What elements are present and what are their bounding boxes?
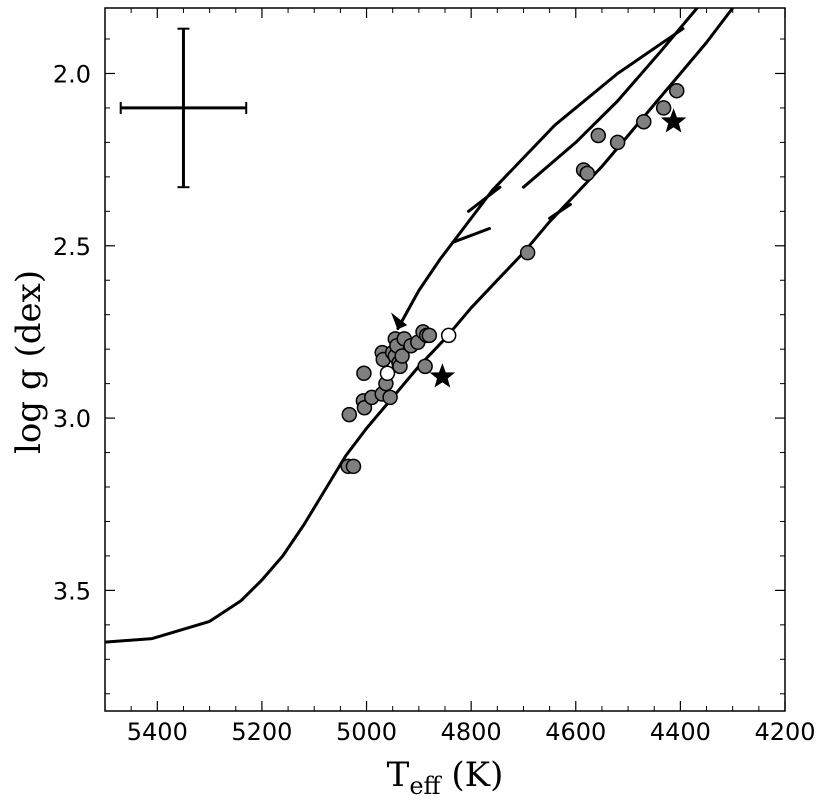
plot-frame (104, 7, 786, 712)
filled-circle-point-1 (341, 406, 358, 423)
filled-circle-point-33 (655, 100, 672, 116)
filled-circle-point-27 (519, 244, 536, 261)
y-tick-label: 2.0 (53, 60, 91, 88)
open-circle-point-2 (440, 327, 457, 344)
open-circle-point-1 (379, 365, 396, 382)
x-tick-label: 4600 (545, 718, 606, 746)
x-axis-label: Teff (K) (387, 755, 504, 800)
x-axis-label-sub: eff (409, 772, 442, 800)
star-marker-2 (660, 108, 687, 133)
filled-circle-point-6 (356, 399, 373, 416)
isochrone-loop-upper-line (522, 8, 699, 189)
x-axis-label-main: T (387, 755, 410, 795)
filled-circle-point-29 (579, 165, 596, 182)
filled-circle-point-25 (421, 327, 438, 344)
isochrone-loop-segment-3 (548, 202, 572, 220)
isochrone-loop-segment-2 (451, 227, 491, 244)
x-axis-label-units: (K) (441, 755, 504, 795)
filled-circle-point-3 (345, 458, 362, 475)
filled-circle-point-19 (394, 348, 410, 364)
x-tick-label: 4800 (441, 718, 502, 746)
filled-circle-point-32 (636, 113, 652, 130)
y-tick-label: 3.5 (53, 577, 91, 605)
filled-circle-point-30 (590, 127, 607, 144)
isochrone-arrowhead (391, 312, 408, 330)
y-tick-label: 3.0 (53, 405, 91, 433)
plot-area (105, 8, 735, 644)
isochrone-loop-diagonal-line (396, 27, 685, 330)
isochrone-loop-segment-1 (467, 185, 502, 213)
x-tick-label: 5200 (231, 718, 292, 746)
axes: 5400 5200 5000 4800 4600 4400 4200 2.0 2.5 3.0 3.5 (53, 7, 816, 746)
filled-circle-point-26 (417, 358, 433, 375)
x-tick-label: 5000 (336, 718, 397, 746)
x-tick-label: 5400 (127, 718, 188, 746)
isochrone-main-line (105, 8, 735, 644)
x-tick-label: 4200 (754, 718, 815, 746)
y-axis-label: log g (dex) (9, 270, 49, 454)
filled-circle-point-31 (609, 134, 626, 151)
filled-circle-point-34 (668, 82, 685, 99)
y-tick-label: 2.5 (53, 233, 91, 261)
x-tick-label: 4400 (650, 718, 711, 746)
filled-circle-point-4 (356, 365, 372, 382)
star-marker-1 (429, 363, 456, 388)
filled-circle-point-12 (382, 389, 398, 406)
